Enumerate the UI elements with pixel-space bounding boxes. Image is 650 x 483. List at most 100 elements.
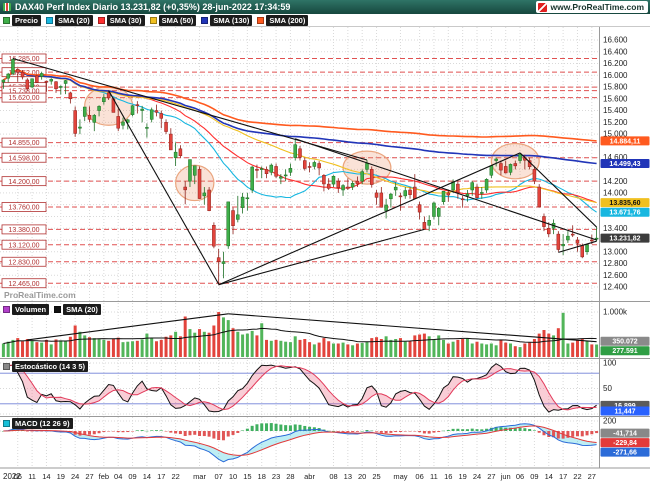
- svg-text:16.200: 16.200: [603, 59, 628, 68]
- svg-text:16.285,00: 16.285,00: [8, 56, 39, 63]
- svg-text:277.591: 277.591: [612, 348, 637, 355]
- macd-signal-line: [3, 425, 597, 456]
- svg-text:27: 27: [588, 472, 596, 481]
- svg-text:200: 200: [603, 417, 617, 426]
- volume-sma-line: [3, 327, 597, 344]
- svg-text:27: 27: [487, 472, 495, 481]
- svg-text:04: 04: [114, 472, 122, 481]
- stochastic-panel: [3, 363, 597, 413]
- svg-text:08: 08: [329, 472, 337, 481]
- svg-text:13.000: 13.000: [603, 247, 628, 256]
- legend-sma-200-label: SMA (200): [266, 14, 309, 26]
- svg-text:14: 14: [545, 472, 553, 481]
- svg-text:12.400: 12.400: [603, 283, 628, 292]
- prorealtime-brand-link[interactable]: www.ProRealTime.com: [536, 1, 648, 13]
- legend-sma-50[interactable]: SMA (50): [149, 14, 197, 26]
- sma-50-swatch: [149, 16, 157, 24]
- svg-text:13.120,00: 13.120,00: [8, 242, 39, 249]
- svg-text:-229,84: -229,84: [613, 440, 637, 447]
- svg-text:19: 19: [57, 472, 65, 481]
- price-axis[interactable]: 16.600 16.400 16.200 16.000 15.800 15.600 15.4…: [600, 36, 650, 292]
- volume-sma-swatch: [54, 306, 62, 313]
- svg-text:16: 16: [444, 472, 452, 481]
- svg-text:-271,66: -271,66: [613, 450, 637, 457]
- svg-text:14: 14: [143, 472, 151, 481]
- svg-text:100: 100: [603, 359, 617, 368]
- svg-text:13.835,60: 13.835,60: [609, 200, 640, 207]
- legend-stochastic-label: Estocástico (14 3 5): [12, 361, 89, 372]
- svg-text:13: 13: [344, 472, 352, 481]
- legend-sma-30-label: SMA (30): [106, 14, 145, 26]
- svg-text:12.830,00: 12.830,00: [8, 259, 39, 266]
- sma-130-line: [2, 70, 597, 165]
- svg-text:06: 06: [415, 472, 423, 481]
- svg-text:16.000: 16.000: [603, 71, 628, 80]
- macd-line: [3, 423, 597, 463]
- instrument-icon: [3, 3, 11, 11]
- legend-sma-20-label: SMA (20): [54, 14, 93, 26]
- legend-volume-sma[interactable]: SMA (20): [54, 304, 101, 315]
- chart-title: DAX40 Perf Index Diario 13.231,82 (+0,35…: [15, 2, 291, 12]
- svg-text:14: 14: [42, 472, 50, 481]
- sma-200-swatch: [257, 16, 265, 24]
- svg-text:17: 17: [559, 472, 567, 481]
- svg-text:14.499,43: 14.499,43: [609, 161, 640, 168]
- macd-swatch: [3, 420, 10, 427]
- prorealtime-logo-icon: [538, 2, 548, 12]
- stochastic-panel-legend: Estocástico (14 3 5): [3, 361, 89, 372]
- svg-text:14.600: 14.600: [603, 153, 628, 162]
- svg-text:15.000: 15.000: [603, 130, 628, 139]
- sma-20-line: [3, 70, 597, 213]
- svg-text:27: 27: [85, 472, 93, 481]
- svg-text:28: 28: [286, 472, 294, 481]
- svg-text:15.620,00: 15.620,00: [8, 95, 39, 102]
- svg-text:feb: feb: [99, 472, 109, 481]
- svg-text:16.600: 16.600: [603, 36, 628, 45]
- svg-text:20: 20: [358, 472, 366, 481]
- legend-volume[interactable]: Volumen: [3, 304, 50, 315]
- svg-text:14.200: 14.200: [603, 177, 628, 186]
- legend-volume-label: Volumen: [12, 304, 50, 315]
- volume-panel-legend: Volumen SMA (20): [3, 304, 101, 315]
- sma-30-swatch: [97, 16, 105, 24]
- svg-text:14.598,00: 14.598,00: [8, 155, 39, 162]
- svg-text:10: 10: [229, 472, 237, 481]
- svg-text:13.760,00: 13.760,00: [8, 205, 39, 212]
- svg-text:07: 07: [215, 472, 223, 481]
- svg-text:13.231,82: 13.231,82: [609, 236, 640, 243]
- volume-swatch: [3, 306, 10, 313]
- svg-text:22: 22: [171, 472, 179, 481]
- legend-macd[interactable]: MACD (12 26 9): [3, 418, 73, 429]
- svg-text:jun: jun: [500, 472, 511, 481]
- sma-130-swatch: [201, 16, 209, 24]
- stochastic-swatch: [3, 363, 10, 370]
- svg-text:-41,714: -41,714: [613, 431, 637, 438]
- svg-text:13.400: 13.400: [603, 224, 628, 233]
- trend-lines[interactable]: [12, 57, 597, 286]
- legend-sma-30[interactable]: SMA (30): [97, 14, 145, 26]
- stochastic-k-line: [3, 363, 597, 413]
- svg-text:15.600: 15.600: [603, 94, 628, 103]
- svg-text:16.400: 16.400: [603, 47, 628, 56]
- legend-sma-50-label: SMA (50): [158, 14, 197, 26]
- price-swatch: [3, 16, 10, 24]
- legend-price[interactable]: Precio: [3, 14, 41, 26]
- svg-text:12.600: 12.600: [603, 271, 628, 280]
- volume-axis[interactable]: 1.000k 350.072 277.591: [600, 308, 650, 356]
- time-axis-year: 2022: [3, 472, 21, 481]
- svg-text:abr: abr: [304, 472, 315, 481]
- legend-sma-130[interactable]: SMA (130): [201, 14, 253, 26]
- legend-sma-20[interactable]: SMA (20): [45, 14, 93, 26]
- legend-stochastic[interactable]: Estocástico (14 3 5): [3, 361, 89, 372]
- macd-axis[interactable]: 200 -41,714 -229,84 -271,66: [600, 417, 650, 457]
- chart-canvas[interactable]: 16.285,0016.052,0015.798,0015.738,0015.6…: [0, 27, 650, 483]
- svg-text:15: 15: [243, 472, 251, 481]
- legend-sma-200[interactable]: SMA (200): [257, 14, 309, 26]
- sma-200-line: [2, 69, 597, 142]
- svg-text:15.800: 15.800: [603, 83, 628, 92]
- panel-separators: [0, 27, 650, 469]
- svg-text:06: 06: [516, 472, 524, 481]
- svg-text:15.400: 15.400: [603, 106, 628, 115]
